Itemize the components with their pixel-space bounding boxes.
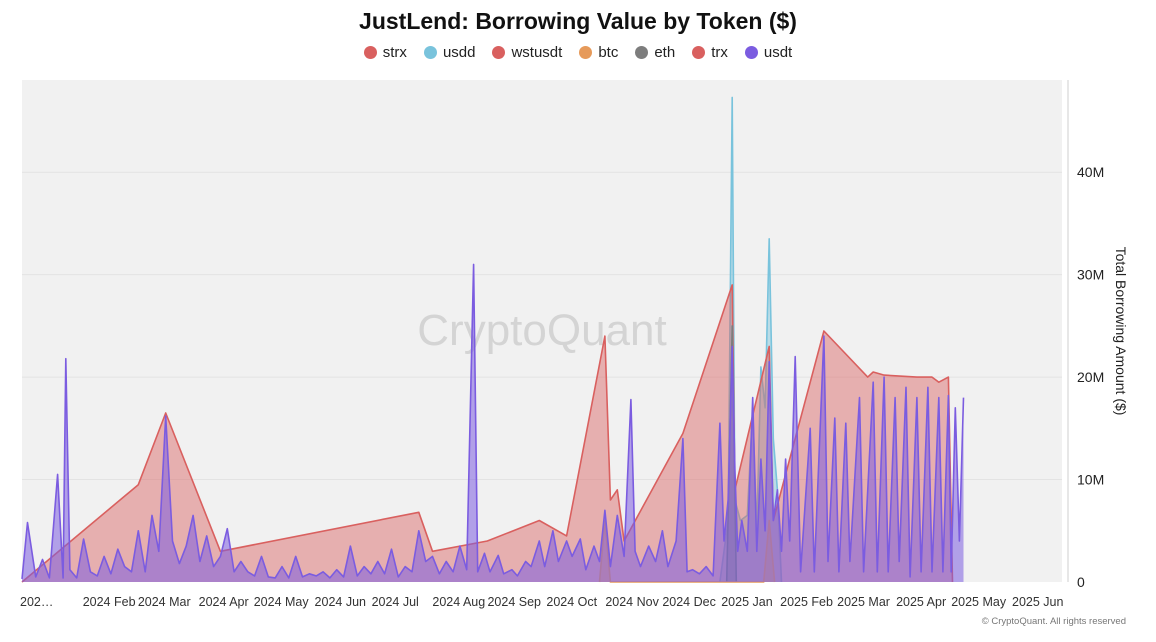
chart-title: JustLend: Borrowing Value by Token ($)	[359, 8, 797, 34]
watermark: CryptoQuant	[417, 306, 666, 355]
copyright-notice: © CryptoQuant. All rights reserved	[981, 616, 1126, 627]
x-tick-label: 2024 Nov	[605, 595, 659, 609]
x-tick-label: 2025 Mar	[837, 595, 890, 609]
legend-label-wstusdt: wstusdt	[511, 44, 563, 61]
series-line-usdt	[21, 263, 965, 579]
legend-dot-eth	[635, 46, 649, 59]
legend-dot-trx	[692, 46, 706, 59]
legend-dot-usdd	[423, 46, 437, 59]
legend-item-eth[interactable]: eth	[635, 44, 675, 61]
y-tick-label: 30M	[1077, 267, 1104, 283]
legend-label-strx: strx	[382, 44, 407, 61]
x-tick-label: 202…	[20, 595, 53, 609]
legend-item-usdt[interactable]: usdt	[744, 44, 793, 61]
legend-label-eth: eth	[654, 44, 676, 61]
legend-item-trx[interactable]: trx	[692, 44, 728, 61]
x-tick-label: 2025 May	[951, 595, 1007, 609]
legend-item-wstusdt[interactable]: wstusdt	[492, 44, 562, 61]
legend-label-usdd: usdd	[442, 44, 476, 61]
x-tick-label: 2024 Feb	[83, 595, 136, 609]
plot-background	[22, 80, 1062, 582]
x-tick-label: 2025 Feb	[780, 595, 833, 609]
x-tick-label: 2025 Jan	[721, 595, 772, 609]
y-tick-label: 40M	[1077, 164, 1104, 180]
series-line-trx	[21, 284, 954, 583]
gridlines	[22, 171, 1062, 481]
x-tick-label: 2024 Jul	[372, 595, 419, 609]
legend-item-btc[interactable]: btc	[579, 44, 618, 61]
x-tick-label: 2024 Mar	[138, 595, 191, 609]
legend-label-trx: trx	[711, 44, 728, 61]
x-tick-label: 2024 Dec	[662, 595, 716, 609]
legend-dot-usdt	[744, 46, 758, 59]
y-axis-ticks: 0 10M 20M 30M 40M	[1077, 164, 1104, 590]
x-tick-label: 2025 Apr	[896, 595, 946, 609]
x-tick-label: 2024 May	[254, 595, 310, 609]
legend-dot-wstusdt	[492, 46, 506, 59]
legend-dot-btc	[579, 46, 593, 59]
x-tick-label: 2024 Apr	[199, 595, 249, 609]
x-tick-label: 2024 Jun	[315, 595, 366, 609]
legend: strx usdd wstusdt btc eth trx usdt	[0, 44, 1156, 61]
x-tick-label: 2024 Sep	[487, 595, 541, 609]
y-tick-label: 10M	[1077, 472, 1104, 488]
legend-label-btc: btc	[598, 44, 619, 61]
y-axis-label: Total Borrowing Amount ($)	[1113, 247, 1129, 416]
legend-item-strx[interactable]: strx	[363, 44, 407, 61]
x-tick-label: 2025 Jun	[1012, 595, 1063, 609]
x-tick-label: 2024 Aug	[432, 595, 485, 609]
x-axis-ticks: 202… 2024 Feb 2024 Mar 2024 Apr 2024 May 2024…	[20, 595, 1063, 609]
legend-item-usdd[interactable]: usdd	[423, 44, 476, 61]
x-tick-label: 2024 Oct	[546, 595, 597, 609]
y-tick-label: 0	[1077, 574, 1085, 590]
series-areas	[21, 96, 965, 583]
legend-dot-strx	[363, 46, 377, 59]
y-tick-label: 20M	[1077, 369, 1104, 385]
legend-label-usdt: usdt	[763, 44, 793, 61]
